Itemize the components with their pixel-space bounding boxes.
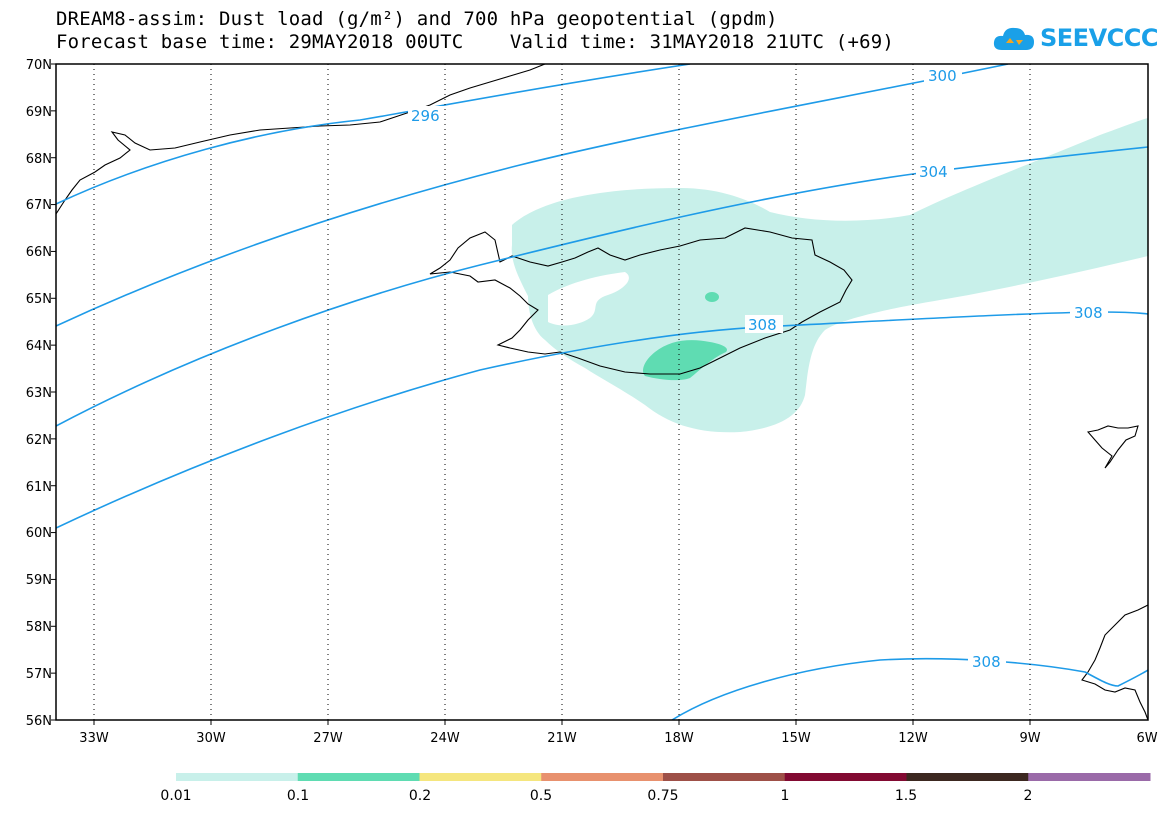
colorbar-segment [297,773,420,781]
contour-308-line-south [671,657,1148,720]
lat-label: 58N [26,620,52,635]
colorbar-segment [176,773,299,781]
lon-label: 24W [430,731,460,746]
contour-296-line [56,64,691,205]
lat-label: 67N [26,198,52,213]
lon-label: 30W [196,731,226,746]
dust-area-mid-small [705,292,719,302]
lon-label: 27W [313,731,343,746]
colorbar-label: 1.5 [895,788,917,804]
geopotential-contours [56,64,1148,720]
lat-label: 70N [26,58,52,73]
lon-label: 15W [781,731,811,746]
lat-label: 59N [26,573,52,588]
lat-label: 66N [26,245,52,260]
lat-label: 64N [26,339,52,354]
colorbar-segment [541,773,664,781]
colorbar-label: 0.1 [287,788,309,804]
seevccc-logo: SEEVCCC [992,20,1159,56]
colorbar-segment [419,773,542,781]
lon-label: 21W [547,731,577,746]
lat-label: 69N [26,105,52,120]
contour-304-line [56,146,1148,427]
lon-label: 12W [898,731,928,746]
contour-label: 308 [972,653,1001,671]
colorbar-label: 0.75 [647,788,678,804]
plot-frame [55,63,1149,721]
colorbar-segment [663,773,786,781]
colorbar [176,773,1151,781]
colorbar-label: 0.2 [409,788,431,804]
lon-label: 33W [79,731,109,746]
contour-label: 300 [928,67,957,85]
lat-label: 62N [26,433,52,448]
logo-text: SEEVCCC [1040,24,1159,52]
faroe-coastline [1086,425,1139,469]
lat-label: 65N [26,292,52,307]
lon-label: 18W [664,731,694,746]
contour-300-line [56,64,1009,327]
colorbar-label: 2 [1024,788,1033,804]
gridlines [93,64,1031,720]
lat-label: 60N [26,526,52,541]
cloud-logo-icon [993,27,1034,50]
lon-label: 9W [1019,731,1040,746]
iceland-coastline [429,227,853,375]
greenland-coastline [56,64,546,215]
dust-area-mid [643,340,728,381]
lat-label: 56N [26,714,52,729]
lat-label: 63N [26,386,52,401]
lat-label: 57N [26,667,52,682]
contour-label: 296 [411,107,440,125]
map-subtitle: Forecast base time: 29MAY2018 00UTC Vali… [56,31,895,53]
colorbar-label: 0.5 [530,788,552,804]
scotland-coastline [1081,604,1148,720]
colorbar-label: 1 [781,788,790,804]
lat-label: 61N [26,480,52,495]
colorbar-segment [1028,773,1151,781]
dust-gap [548,272,629,326]
colorbar-segment [906,773,1029,781]
contour-label: 304 [919,163,948,181]
axis-ticks [51,63,1031,725]
map-title: DREAM8-assim: Dust load (g/m²) and 700 h… [56,8,778,30]
contour-label: 308 [748,316,777,334]
colorbar-segment [784,773,907,781]
colorbar-label: 0.01 [160,788,191,804]
lon-label: 6W [1136,731,1157,746]
contour-label: 308 [1074,304,1103,322]
lat-label: 68N [26,152,52,167]
